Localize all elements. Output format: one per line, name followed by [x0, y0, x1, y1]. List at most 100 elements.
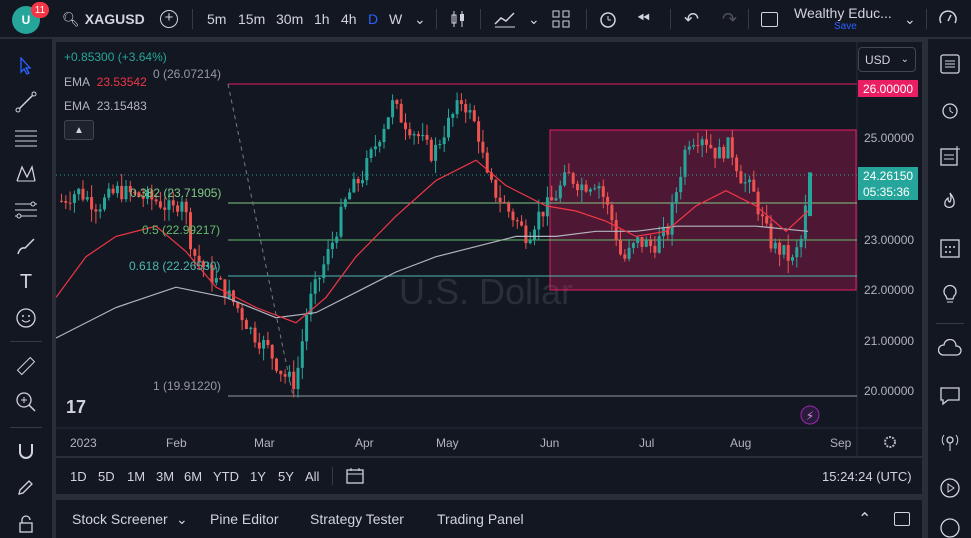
candle-body [705, 139, 708, 145]
chat-bubble-icon [940, 387, 960, 406]
zoom-tool[interactable] [11, 387, 41, 417]
ema-slow-legend[interactable]: EMA 23.15483 [64, 99, 147, 113]
zoom-in-icon [16, 392, 36, 412]
lock-tool[interactable] [11, 509, 41, 538]
forecast-tool[interactable] [11, 195, 41, 225]
fib-label-5: 0.5 (22.99217) [142, 223, 220, 237]
chart-type-button[interactable] [449, 0, 467, 38]
range-ytd[interactable]: YTD [213, 468, 239, 484]
interval-30m[interactable]: 30m [276, 11, 304, 27]
interval-dropdown[interactable]: ⌄ [414, 0, 426, 38]
candle-body [588, 189, 592, 192]
undo-button[interactable]: ↶ [684, 0, 699, 38]
calendar-button[interactable] [935, 233, 965, 263]
candle-body [481, 141, 485, 153]
interval-1h[interactable]: 1h [314, 11, 330, 27]
candle-body [477, 121, 481, 142]
range-all[interactable]: All [305, 468, 320, 484]
templates-button[interactable] [552, 0, 570, 38]
currency-selector[interactable]: USD ⌄ [858, 47, 916, 72]
range-1y[interactable]: 1Y [250, 468, 266, 484]
ema-fast-legend[interactable]: EMA 23.53542 [64, 75, 147, 89]
help-button[interactable] [935, 513, 965, 538]
fib-tool[interactable] [11, 123, 41, 153]
range-5y[interactable]: 5Y [278, 468, 294, 484]
streams-button[interactable] [935, 335, 965, 365]
tab-stock-screener[interactable]: Stock Screener [72, 511, 168, 527]
tab-strategy-tester[interactable]: Strategy Tester [310, 511, 404, 527]
utc-clock[interactable]: 15:24:24 (UTC) [822, 468, 912, 484]
interval-15m[interactable]: 15m [238, 11, 266, 27]
fib-trend-line[interactable] [227, 83, 294, 397]
layout-dropdown[interactable]: ⌄ [904, 0, 916, 38]
watchlist-button[interactable] [935, 49, 965, 79]
price-chart[interactable]: U.S. Dollar 0 (26.07214) 0.382 (23.71905… [56, 42, 922, 456]
replay-button[interactable]: ⏪︎ [637, 0, 650, 38]
range-5d[interactable]: 5D [98, 468, 115, 484]
candle-body [322, 264, 326, 279]
goto-date-button[interactable] [346, 458, 364, 494]
speedometer-icon [939, 10, 957, 24]
collapse-legend-button[interactable]: ▲ [64, 120, 94, 140]
measure-tool[interactable] [11, 351, 41, 381]
candle-body [799, 238, 803, 248]
save-label[interactable]: Save [834, 20, 857, 32]
lightning-icon[interactable] [800, 405, 820, 425]
candle-body [760, 214, 764, 217]
redo-button[interactable]: ↷ [722, 0, 737, 38]
candle-body [576, 183, 579, 191]
ideas-button[interactable] [935, 279, 965, 309]
range-1d[interactable]: 1D [70, 468, 87, 484]
tab-trading-panel[interactable]: Trading Panel [437, 511, 524, 527]
candle-body [610, 204, 614, 221]
speedometer-button[interactable] [938, 0, 958, 38]
price-tick-20: 20.00000 [864, 384, 915, 398]
interval-d[interactable]: D [368, 11, 379, 27]
alerts-button[interactable] [935, 95, 965, 125]
compare-symbol-button[interactable]: + [160, 0, 178, 38]
candle-body [412, 134, 416, 136]
interval-4h[interactable]: 4h [341, 11, 357, 27]
candle-body [485, 152, 489, 173]
fullscreen-button[interactable] [761, 0, 778, 38]
symbol-search[interactable]: 🔍︎ XAGUSD [62, 0, 145, 38]
gear-icon[interactable] [884, 436, 896, 448]
chart-pane[interactable]: U.S. Dollar 0 (26.07214) 0.382 (23.71905… [56, 42, 922, 456]
data-window-button[interactable] [935, 141, 965, 171]
candle-body [735, 157, 739, 172]
range-1m[interactable]: 1M [127, 468, 146, 484]
chats-button[interactable] [935, 381, 965, 411]
lock-drawings-tool[interactable] [11, 472, 41, 502]
fib-retracement-icon [15, 130, 37, 147]
candle-body [743, 182, 747, 184]
pattern-tool[interactable] [11, 159, 41, 189]
candle-body [434, 144, 438, 161]
replay-stream-button[interactable] [935, 473, 965, 503]
alert-button[interactable] [598, 0, 618, 38]
range-3m[interactable]: 3M [156, 468, 175, 484]
hotlists-button[interactable] [935, 187, 965, 217]
expand-panel-button[interactable]: ⌃ [858, 500, 871, 538]
maximize-panel-button[interactable] [894, 500, 910, 538]
candles-icon [451, 11, 464, 27]
notifications-button[interactable] [935, 427, 965, 457]
tab-pine-editor[interactable]: Pine Editor [210, 511, 279, 527]
candle-body [115, 185, 119, 194]
interval-w[interactable]: W [389, 11, 403, 27]
stock-screener-dropdown[interactable]: ⌄ [176, 500, 188, 538]
cursor-tool[interactable] [11, 51, 41, 81]
emoji-tool[interactable] [11, 303, 41, 333]
text-tool[interactable]: T [11, 267, 41, 297]
candle-body [214, 278, 218, 283]
brush-tool[interactable] [11, 231, 41, 261]
trend-line-tool[interactable] [11, 87, 41, 117]
candle-body [666, 227, 670, 235]
interval-5m[interactable]: 5m [207, 11, 227, 27]
chevron-up-icon: ▲ [74, 124, 84, 136]
layout-name[interactable]: Wealthy Educ... [794, 5, 892, 21]
magnet-tool[interactable] [11, 436, 41, 466]
time-label-may: May [436, 436, 459, 450]
indicators-button[interactable] [494, 0, 516, 38]
indicators-dropdown[interactable]: ⌄ [528, 0, 540, 38]
range-6m[interactable]: 6M [184, 468, 203, 484]
